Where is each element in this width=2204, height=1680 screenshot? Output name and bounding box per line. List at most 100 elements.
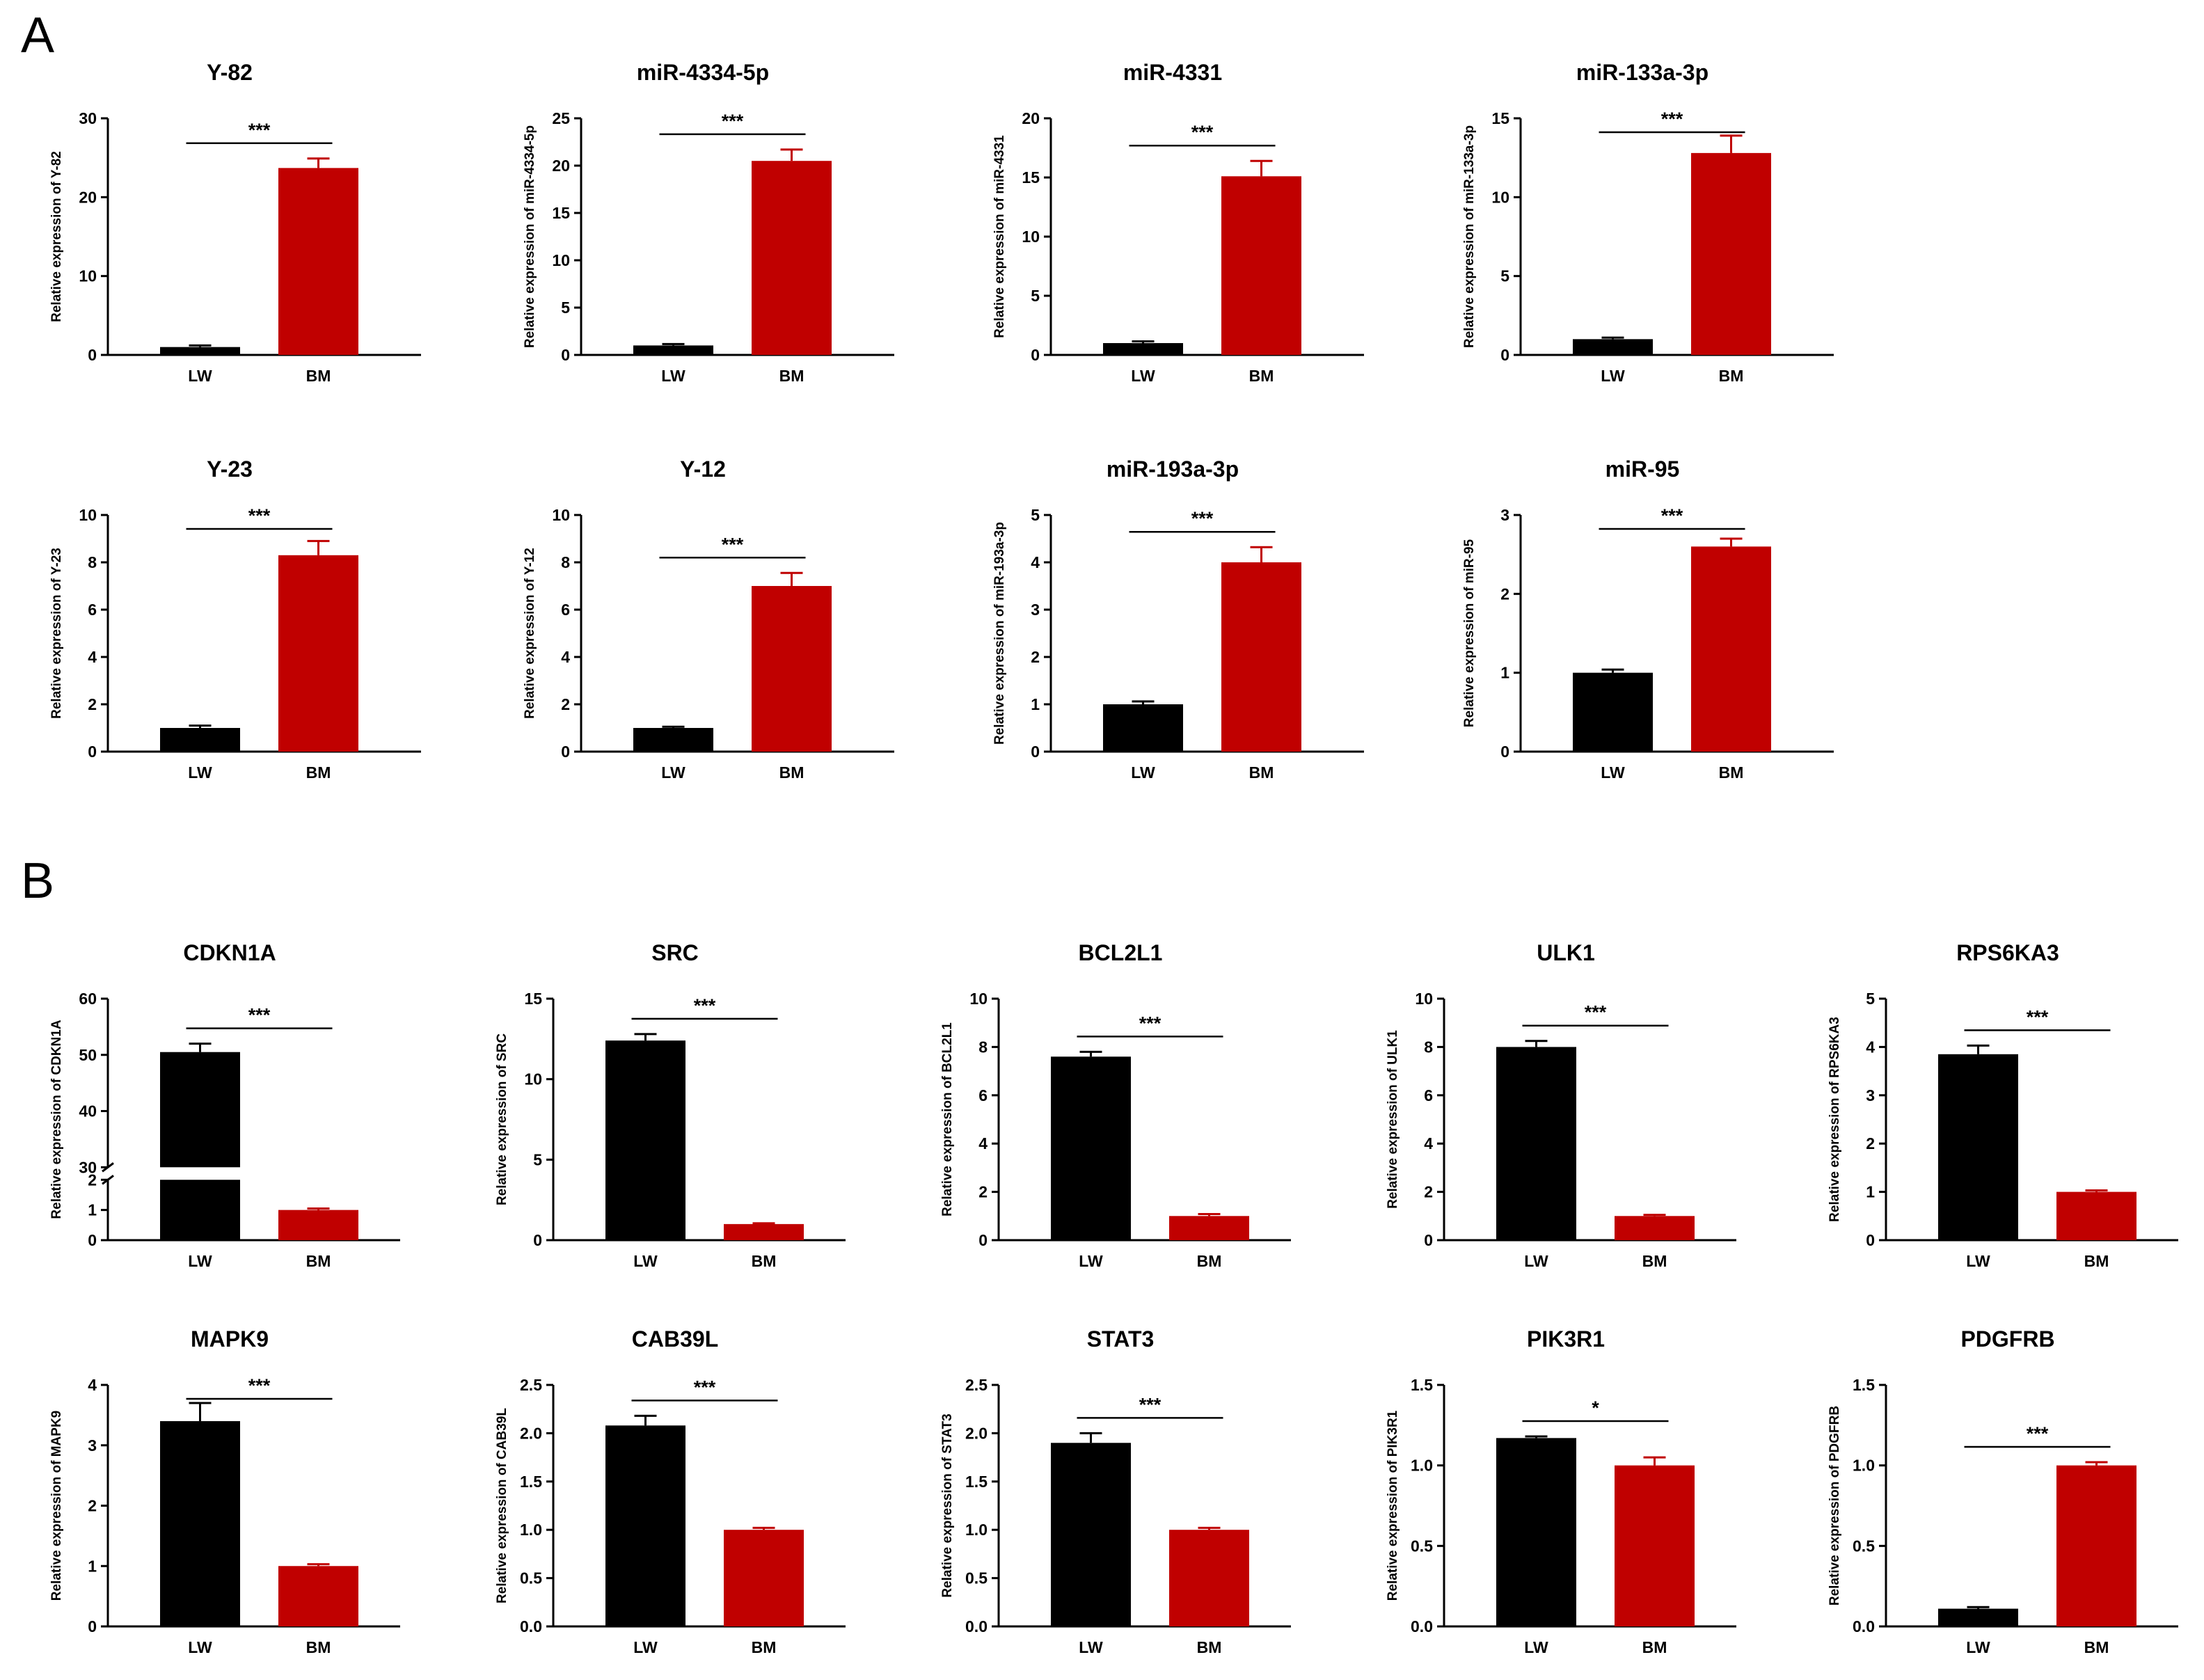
y-tick-label: 2 <box>561 695 570 713</box>
y-tick-label: 1.5 <box>1411 1376 1433 1394</box>
x-tick-label: LW <box>1079 1638 1103 1656</box>
y-tick-label: 4 <box>978 1134 988 1152</box>
y-tick-label: 1 <box>1866 1183 1875 1201</box>
significance-label: *** <box>1661 505 1683 526</box>
y-tick-label: 4 <box>1031 553 1040 571</box>
y-axis-label: Relative expression of miR-193a-3p <box>992 522 1007 745</box>
bar-bm <box>278 168 358 355</box>
y-tick-label: 10 <box>79 267 97 285</box>
chart-mir-4334-5p: miR-4334-5p 0 5 10 15 20 25 Relative expression… <box>523 60 894 385</box>
y-tick-label: 1 <box>88 1201 97 1219</box>
y-tick-label: 2 <box>1031 648 1040 666</box>
y-tick-label: 0.5 <box>1411 1537 1433 1555</box>
y-axis-label: Relative expression of PIK3R1 <box>1386 1410 1400 1601</box>
y-tick-label: 0 <box>533 1231 542 1249</box>
bar-bm <box>278 555 358 752</box>
y-tick-label: 4 <box>561 648 570 666</box>
y-axis-label: Relative expression of miR-4334-5p <box>523 125 537 348</box>
chart-y-82: Y-82 0 10 20 30 Relative expression of Y-82 LW… <box>49 60 421 385</box>
y-tick-label: 40 <box>79 1102 97 1120</box>
y-tick-label: 2 <box>1866 1134 1875 1152</box>
x-tick-label: BM <box>1197 1638 1222 1656</box>
chart-title: miR-133a-3p <box>1576 60 1709 85</box>
y-tick-label: 20 <box>1022 109 1040 127</box>
y-tick-label: 15 <box>1491 109 1509 127</box>
significance-label: *** <box>722 534 744 555</box>
x-tick-label: BM <box>779 367 804 385</box>
chart-title: miR-4334-5p <box>637 60 769 85</box>
y-tick-label: 10 <box>552 251 570 269</box>
chart-title: SRC <box>651 940 699 965</box>
y-tick-label: 15 <box>552 204 570 222</box>
x-tick-label: BM <box>306 763 331 782</box>
y-tick-label: 50 <box>79 1046 97 1064</box>
bar-bm <box>278 1566 358 1626</box>
significance-label: *** <box>1139 1394 1162 1415</box>
y-axis-label: Relative expression of miR-95 <box>1462 539 1477 727</box>
x-tick-label: LW <box>1131 367 1155 385</box>
chart-mir-95: miR-95 0 1 2 3 Relative expression of miR-95 L… <box>1462 457 1834 782</box>
y-tick-label: 8 <box>88 553 97 571</box>
chart-title: STAT3 <box>1087 1326 1155 1352</box>
y-tick-label: 3 <box>1866 1086 1875 1104</box>
bar-bm <box>278 1210 358 1240</box>
x-tick-label: LW <box>1524 1638 1548 1656</box>
bar-bm <box>1691 546 1771 752</box>
panel-label-b: B <box>21 853 55 909</box>
y-axis-label: Relative expression of BCL2L1 <box>940 1022 955 1217</box>
significance-label: *** <box>2027 1423 2049 1444</box>
y-tick-label: 3 <box>1031 601 1040 619</box>
x-tick-label: BM <box>1642 1638 1667 1656</box>
x-tick-label: LW <box>633 1252 658 1270</box>
y-tick-label: 5 <box>1031 506 1040 524</box>
x-tick-label: BM <box>306 1252 331 1270</box>
y-tick-label: 30 <box>79 1158 97 1176</box>
x-tick-label: BM <box>779 763 804 782</box>
y-axis-label: Relative expression of RPS6KA3 <box>1828 1017 1842 1222</box>
chart-title: PIK3R1 <box>1527 1326 1605 1352</box>
chart-title: Y-23 <box>207 457 253 482</box>
bar-lw <box>1103 343 1183 355</box>
bar-lw <box>160 728 240 752</box>
x-tick-label: BM <box>306 1638 331 1656</box>
y-tick-label: 5 <box>1866 990 1875 1008</box>
chart-cdkn1a: CDKN1A 0 1 230 40 50 60 Relative expression of … <box>49 940 400 1270</box>
chart-title: Y-82 <box>207 60 253 85</box>
significance-label: *** <box>1585 1002 1607 1023</box>
y-axis-label: Relative expression of Y-82 <box>49 151 64 322</box>
chart-title: MAPK9 <box>191 1326 269 1352</box>
x-tick-label: BM <box>752 1252 777 1270</box>
bar-lw <box>605 1425 685 1626</box>
y-tick-label: 5 <box>561 299 570 317</box>
y-axis-label: Relative expression of miR-4331 <box>992 135 1007 338</box>
y-tick-label: 0.5 <box>1853 1537 1875 1555</box>
bar-bm <box>752 586 832 752</box>
y-axis-label: Relative expression of Y-12 <box>523 548 537 719</box>
y-tick-label: 2 <box>1500 585 1509 603</box>
x-tick-label: LW <box>1601 367 1625 385</box>
y-tick-label: 0 <box>1031 743 1040 761</box>
bar-lw <box>605 1040 685 1240</box>
bar-lw <box>1051 1056 1131 1240</box>
y-tick-label: 0 <box>561 743 570 761</box>
significance-label: *** <box>694 995 716 1016</box>
y-tick-label: 6 <box>978 1086 988 1104</box>
chart-title: miR-4331 <box>1123 60 1222 85</box>
y-tick-label: 20 <box>552 157 570 175</box>
y-tick-label: 0.0 <box>1853 1617 1875 1635</box>
y-tick-label: 0 <box>1031 346 1040 364</box>
chart-title: ULK1 <box>1537 940 1595 965</box>
chart-ulk1: ULK1 0 2 4 6 8 10 Relative expression of ULK1 LW… <box>1386 940 1736 1270</box>
chart-mir-193a-3p: miR-193a-3p 0 1 2 3 4 5 Relative expression of … <box>992 457 1364 782</box>
y-axis-label: Relative expression of MAPK9 <box>49 1411 64 1601</box>
chart-title: CAB39L <box>632 1326 718 1352</box>
chart-bcl2l1: BCL2L1 0 2 4 6 8 10 Relative expression of BCL2… <box>940 940 1291 1270</box>
bar-bm <box>1169 1216 1249 1240</box>
bar-lw <box>1051 1443 1131 1626</box>
y-tick-label: 10 <box>552 506 570 524</box>
y-tick-label: 0 <box>1424 1231 1433 1249</box>
y-axis-label: Relative expression of PDGFRB <box>1828 1406 1842 1606</box>
y-tick-label: 1 <box>1031 695 1040 713</box>
x-tick-label: BM <box>1719 367 1744 385</box>
chart-pik3r1: PIK3R1 0.0 0.5 1.0 1.5 Relative expression of… <box>1386 1326 1736 1656</box>
